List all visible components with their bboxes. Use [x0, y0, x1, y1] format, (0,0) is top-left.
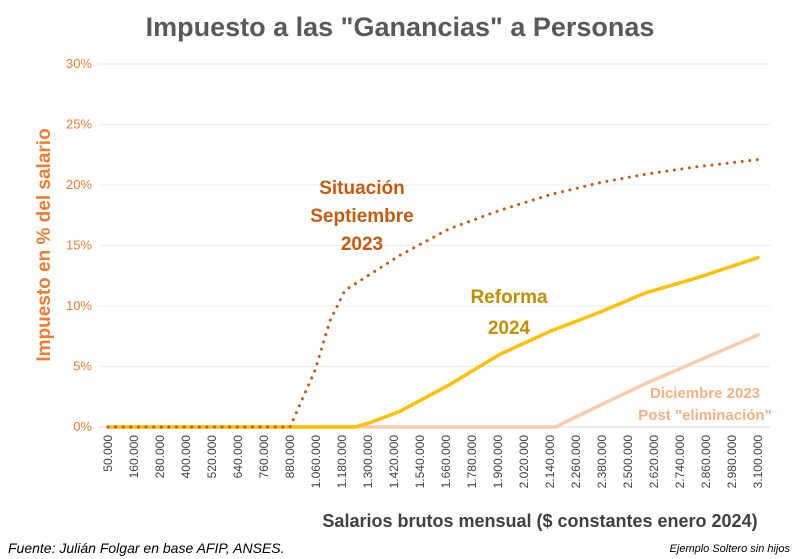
x-tick-label: 280.000 — [153, 435, 167, 479]
x-tick-label: 2.380.000 — [595, 435, 609, 489]
x-tick-label: 760.000 — [257, 435, 271, 479]
series-line — [106, 333, 760, 429]
gridlines — [98, 63, 770, 428]
x-tick-label: 2.620.000 — [647, 435, 661, 489]
y-tick-label: 15% — [66, 238, 92, 253]
x-tick-label: 160.000 — [127, 435, 141, 479]
annotation-line: 2023 — [341, 234, 383, 255]
x-tick-label: 1.900.000 — [491, 435, 505, 489]
y-axis-label: Impuesto en % del salario — [34, 128, 55, 361]
x-tick-label: 880.000 — [283, 435, 297, 479]
y-tick-label: 10% — [66, 298, 92, 313]
x-tick-label: 2.140.000 — [543, 435, 557, 489]
x-axis-ticks: 50.000 160.000 280.000 400.000 520.000 640.00… — [101, 435, 765, 489]
x-tick-label: 1.780.000 — [465, 435, 479, 489]
annotation-reforma: Reforma 2024 — [470, 287, 548, 339]
annotation-septiembre: Situación Septiembre 2023 — [310, 178, 413, 255]
example-note: Ejemplo Soltero sin hijos — [670, 543, 791, 555]
x-tick-label: 520.000 — [205, 435, 219, 479]
x-tick-label: 1.420.000 — [387, 435, 401, 489]
x-tick-label: 400.000 — [179, 435, 193, 479]
chart-title: Impuesto a las "Ganancias" a Personas — [146, 12, 655, 42]
x-tick-label: 50.000 — [101, 435, 115, 472]
series-group — [106, 158, 760, 429]
x-tick-label: 1.660.000 — [439, 435, 453, 489]
series-line — [106, 158, 760, 429]
y-tick-label: 0% — [73, 419, 92, 434]
x-tick-label: 3.100.000 — [751, 435, 765, 489]
x-tick-label: 2.860.000 — [699, 435, 713, 489]
source-note: Fuente: Julián Folgar en base AFIP, ANSE… — [8, 540, 285, 556]
annotation-line: Diciembre 2023 — [650, 385, 760, 402]
x-tick-label: 1.180.000 — [335, 435, 349, 489]
annotation-diciembre: Diciembre 2023 Post "eliminación" — [638, 385, 771, 424]
x-tick-label: 1.060.000 — [309, 435, 323, 489]
annotation-line: Post "eliminación" — [638, 407, 771, 424]
annotation-line: Septiembre — [310, 206, 413, 227]
annotation-line: Situación — [319, 178, 405, 199]
series-line — [106, 255, 760, 429]
y-axis-ticks: 0% 5% 10% 15% 20% 25% 30% — [66, 56, 92, 434]
x-tick-label: 1.540.000 — [413, 435, 427, 489]
annotation-line: 2024 — [488, 318, 531, 339]
x-tick-label: 2.020.000 — [517, 435, 531, 489]
x-tick-label: 1.300.000 — [361, 435, 375, 489]
x-tick-label: 2.740.000 — [673, 435, 687, 489]
x-axis-label: Salarios brutos mensual ($ constantes en… — [322, 511, 757, 531]
x-tick-label: 2.500.000 — [621, 435, 635, 489]
x-tick-label: 2.260.000 — [569, 435, 583, 489]
x-tick-label: 2.980.000 — [725, 435, 739, 489]
y-tick-label: 20% — [66, 177, 92, 192]
annotation-line: Reforma — [470, 287, 548, 308]
y-tick-label: 30% — [66, 56, 92, 71]
x-tick-label: 640.000 — [231, 435, 245, 479]
y-tick-label: 25% — [66, 117, 92, 132]
y-tick-label: 5% — [73, 359, 92, 374]
